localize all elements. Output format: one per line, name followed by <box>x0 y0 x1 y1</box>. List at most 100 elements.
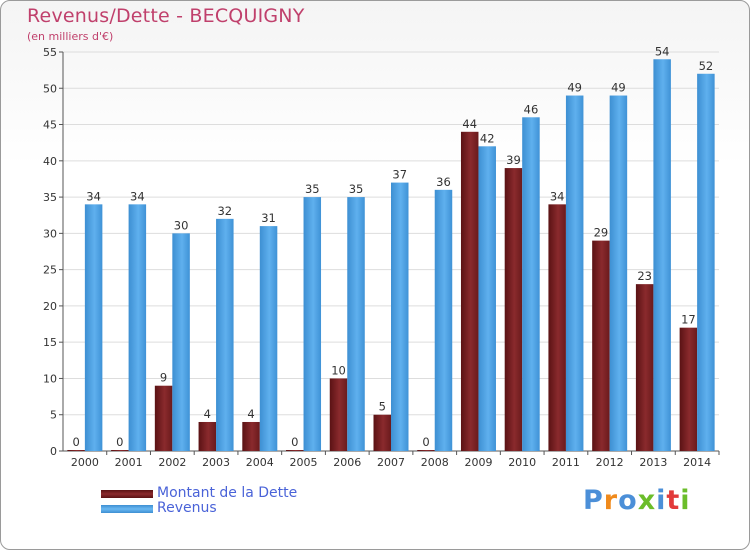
bar-dette <box>373 414 391 451</box>
legend-label-revenus: Revenus <box>157 500 217 516</box>
data-label: 0 <box>422 435 429 449</box>
data-label: 35 <box>305 182 320 196</box>
y-tick-label: 5 <box>50 409 57 422</box>
logo-letter: x <box>637 485 657 516</box>
legend-swatch-revenus <box>101 505 153 513</box>
bar-revenus <box>609 95 628 451</box>
x-tick-label: 2009 <box>464 456 492 469</box>
y-tick-label: 40 <box>43 155 57 168</box>
bar-dette <box>286 450 304 451</box>
bar-revenus <box>653 59 671 451</box>
y-tick-label: 0 <box>50 445 57 458</box>
data-label: 34 <box>550 189 565 203</box>
data-label: 31 <box>261 211 276 225</box>
x-tick-label: 2014 <box>683 456 711 469</box>
logo-letter: i <box>656 485 667 516</box>
x-tick-label: 2003 <box>202 456 230 469</box>
bar-dette <box>154 385 173 451</box>
data-label: 54 <box>655 44 670 58</box>
data-label: 30 <box>174 218 189 232</box>
y-tick-label: 15 <box>43 336 57 349</box>
bar-revenus <box>522 117 540 452</box>
data-label: 0 <box>116 435 123 449</box>
bar-dette <box>548 204 566 451</box>
y-tick-label: 55 <box>43 46 57 59</box>
data-label: 32 <box>217 204 232 218</box>
data-label: 4 <box>247 407 254 421</box>
logo-letter: t <box>666 485 681 516</box>
bar-revenus <box>478 146 496 452</box>
bar-dette <box>417 450 435 451</box>
logo-letter: P <box>583 485 604 516</box>
data-label: 17 <box>681 313 696 327</box>
x-tick-label: 2007 <box>377 456 405 469</box>
x-tick-label: 2010 <box>508 456 536 469</box>
chart-title: Revenus/Dette - BECQUIGNY <box>27 5 305 27</box>
x-tick-label: 2011 <box>552 456 580 469</box>
bar-dette <box>460 131 479 452</box>
x-tick-label: 2001 <box>115 456 143 469</box>
y-tick-label: 50 <box>43 82 57 95</box>
data-label: 49 <box>567 81 582 95</box>
data-label: 34 <box>86 189 101 203</box>
bar-revenus <box>84 204 103 451</box>
x-tick-label: 2002 <box>158 456 186 469</box>
x-tick-label: 2006 <box>333 456 361 469</box>
data-label: 4 <box>204 407 211 421</box>
bar-dette <box>242 421 260 451</box>
data-label: 42 <box>480 131 495 145</box>
logo-letter: r <box>603 485 619 516</box>
bar-revenus <box>259 226 278 451</box>
bar-revenus <box>565 95 584 451</box>
y-tick-label: 10 <box>43 372 57 385</box>
bar-dette <box>111 450 129 451</box>
chart-subtitle: (en milliers d'€) <box>27 30 114 43</box>
bar-revenus <box>128 204 147 451</box>
bar-dette <box>592 240 610 451</box>
y-tick-label: 45 <box>43 119 57 132</box>
legend-swatch-dette <box>101 490 153 498</box>
data-label: 10 <box>331 363 346 377</box>
legend-label-dette: Montant de la Dette <box>157 485 298 501</box>
data-label: 46 <box>524 102 539 116</box>
bar-revenus <box>697 73 715 451</box>
x-tick-label: 2000 <box>71 456 99 469</box>
bar-dette <box>679 327 698 451</box>
data-label: 5 <box>379 400 386 414</box>
data-label: 0 <box>72 435 79 449</box>
bar-revenus <box>172 233 190 451</box>
y-tick-label: 20 <box>43 300 57 313</box>
x-tick-label: 2005 <box>290 456 318 469</box>
data-label: 44 <box>462 117 477 131</box>
y-tick-label: 30 <box>43 227 57 240</box>
data-label: 35 <box>349 182 364 196</box>
y-tick-label: 25 <box>43 264 57 277</box>
bar-dette <box>329 378 348 451</box>
data-label: 39 <box>506 153 521 167</box>
data-label: 52 <box>699 59 714 73</box>
logo-letter: o <box>618 485 638 516</box>
data-label: 0 <box>291 435 298 449</box>
data-label: 9 <box>160 371 167 385</box>
bar-revenus <box>347 197 365 451</box>
data-label: 37 <box>392 168 407 182</box>
x-tick-label: 2012 <box>596 456 624 469</box>
bar-dette <box>635 284 654 451</box>
bar-revenus <box>434 189 453 451</box>
bar-dette <box>504 168 523 451</box>
x-tick-label: 2004 <box>246 456 274 469</box>
bar-revenus <box>303 197 322 451</box>
logo-letter: i <box>680 485 691 516</box>
bar-dette <box>198 421 217 451</box>
data-label: 36 <box>436 175 451 189</box>
bar-revenus <box>216 218 234 451</box>
data-label: 49 <box>611 81 626 95</box>
data-label: 23 <box>637 269 652 283</box>
proxiti-logo: Proxiti <box>583 485 691 516</box>
y-tick-label: 35 <box>43 191 57 204</box>
x-tick-label: 2008 <box>421 456 449 469</box>
bar-revenus <box>391 182 409 451</box>
data-label: 29 <box>594 226 609 240</box>
